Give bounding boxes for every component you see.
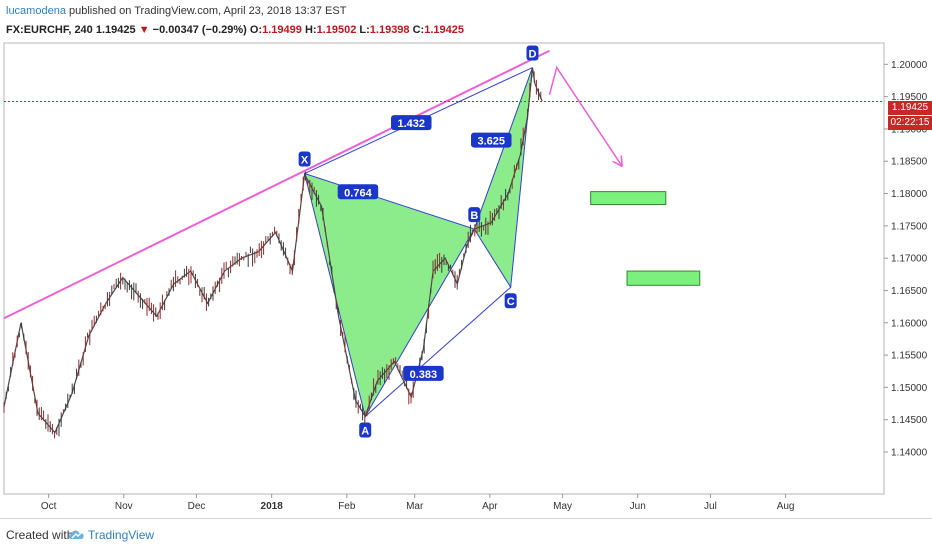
x-tick-label: Oct <box>41 501 57 512</box>
y-tick-label: 1.15000 <box>891 383 928 394</box>
close-label: C: <box>412 24 425 36</box>
pattern-labels: X A B C D 1.432 0.764 3.625 0.383 <box>298 45 539 438</box>
point-label-a-box <box>359 422 372 438</box>
ratio-label: 0.764 <box>344 187 372 199</box>
point-label-c-box <box>504 293 517 309</box>
created-with-text: Created with <box>6 528 74 542</box>
ratio-label-box <box>337 184 379 200</box>
projection-arrowhead <box>620 155 623 167</box>
ratio-label-box <box>471 132 512 148</box>
harmonic-pattern <box>303 67 533 418</box>
published-text: published on TradingView.com, April 23, … <box>65 5 347 17</box>
y-tick-label: 1.15500 <box>891 351 928 362</box>
point-label-b: B <box>470 210 478 222</box>
high-label: H: <box>304 24 317 36</box>
y-tick-label: 1.16500 <box>891 286 928 297</box>
down-arrow-icon: ▼ <box>138 24 150 36</box>
close-value: 1.19425 <box>424 24 464 36</box>
tradingview-logo-icon <box>67 526 87 547</box>
point-label-x-box <box>298 151 311 167</box>
bcd-triangle <box>473 67 533 289</box>
y-tick-label: 1.19500 <box>891 92 928 103</box>
ratio-label-box <box>391 115 432 131</box>
x-tick-label: Dec <box>188 501 206 512</box>
ratio-label: 1.432 <box>398 118 426 130</box>
current-price-tag: 1.19425 <box>888 101 932 115</box>
ratio-label-box <box>403 365 444 381</box>
point-label-d-box <box>526 45 539 61</box>
x-tick-label: Apr <box>482 501 498 512</box>
x-axis: Oct Nov Dec 2018 Feb Mar Apr May Jun Jul Aug <box>41 494 795 512</box>
low-value: 1.19398 <box>369 24 410 36</box>
low-label: L: <box>359 24 370 36</box>
ac-leg <box>364 286 511 417</box>
x-tick-label: Aug <box>777 501 795 512</box>
point-label-a: A <box>361 425 369 437</box>
point-label-d: D <box>529 49 537 61</box>
price-series <box>3 67 543 439</box>
publish-info: lucamodena published on TradingView.com,… <box>6 5 346 17</box>
target-zone-1 <box>590 191 667 206</box>
y-tick-label: 1.16000 <box>891 318 928 329</box>
projection-arrow <box>548 65 623 167</box>
y-tick-label: 1.18500 <box>891 157 928 168</box>
x-tick-label: Jul <box>704 501 717 512</box>
high-value: 1.19502 <box>316 24 357 36</box>
trendline <box>3 49 550 320</box>
open-label: O: <box>249 24 263 36</box>
target-zone-2 <box>626 270 701 286</box>
last-price: 1.19425 <box>95 24 136 36</box>
drawings <box>3 49 884 320</box>
y-tick-label: 1.20000 <box>891 60 928 71</box>
footer: Created with TradingView <box>0 518 932 551</box>
x-tick-label: Feb <box>338 501 356 512</box>
x-tick-label: Jun <box>630 501 646 512</box>
ratio-label: 0.383 <box>410 369 438 381</box>
point-label-x: X <box>301 155 309 167</box>
y-tick-label: 1.17000 <box>891 254 928 265</box>
bar-countdown-tag: 02:22:15 <box>888 116 932 130</box>
price-chart[interactable]: X A B C D 1.432 0.764 3.625 0.383 1.20000 1.19500… <box>0 0 932 518</box>
plot-frame <box>3 42 885 495</box>
symbol-legend: FX:EURCHF, 240 1.19425 ▼ −0.00347 (−0.29… <box>6 24 464 36</box>
price-change: −0.00347 (−0.29%) <box>152 24 247 36</box>
symbol-name[interactable]: FX:EURCHF, 240 <box>6 24 93 36</box>
point-label-b-box <box>468 207 481 223</box>
target-zones <box>590 191 701 286</box>
y-tick-label: 1.17500 <box>891 221 928 232</box>
point-label-c: C <box>507 296 515 308</box>
author-link[interactable]: lucamodena <box>6 5 66 17</box>
x-tick-label: Nov <box>115 501 133 512</box>
y-tick-label: 1.14500 <box>891 415 928 426</box>
projection-arrowhead <box>612 160 623 168</box>
tradingview-brand[interactable]: TradingView <box>88 528 155 542</box>
x-tick-label: May <box>553 501 572 512</box>
open-value: 1.19499 <box>262 24 302 36</box>
y-tick-label: 1.14000 <box>891 448 928 459</box>
ratio-label: 3.625 <box>478 136 506 148</box>
x-tick-label: 2018 <box>261 501 284 512</box>
y-tick-label: 1.18000 <box>891 189 928 200</box>
x-tick-label: Mar <box>406 501 424 512</box>
